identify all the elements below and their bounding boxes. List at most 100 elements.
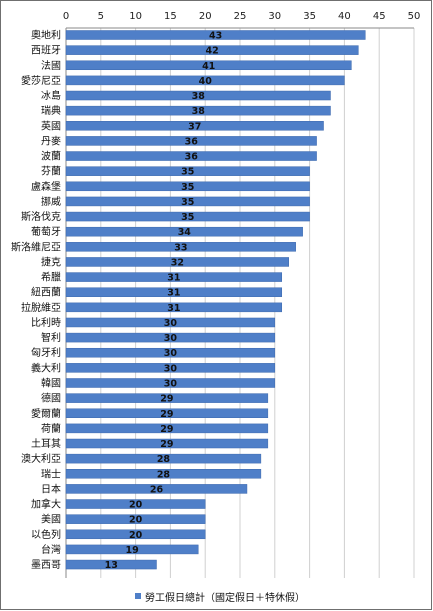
bar <box>65 347 276 358</box>
x-tick-label: 50 <box>408 11 421 22</box>
bar <box>65 136 317 146</box>
category-label: 墨西哥 <box>31 559 61 571</box>
data-label: 26 <box>150 484 164 495</box>
bar <box>65 363 276 373</box>
data-label: 31 <box>167 288 180 299</box>
data-label: 43 <box>209 31 222 42</box>
category-label: 匈牙利 <box>31 346 61 359</box>
data-label: 30 <box>164 378 178 389</box>
bar <box>65 60 352 71</box>
category-label: 瑞典 <box>41 104 61 117</box>
category-label: 加拿大 <box>31 498 61 511</box>
bar <box>65 393 269 403</box>
x-tick-label: 25 <box>234 11 247 22</box>
category-label: 紐西蘭 <box>31 286 61 299</box>
data-label: 37 <box>188 121 201 132</box>
data-label: 30 <box>164 348 178 359</box>
bar <box>65 378 276 388</box>
data-label: 35 <box>181 212 194 223</box>
bar <box>65 544 199 555</box>
category-label: 捷克 <box>41 255 61 268</box>
category-label: 韓國 <box>41 377 61 389</box>
category-label: 德國 <box>41 392 61 405</box>
x-tick-label: 10 <box>129 11 142 22</box>
category-label: 義大利 <box>31 361 61 374</box>
legend-swatch <box>135 593 141 599</box>
category-label: 奧地利 <box>31 29 61 42</box>
data-label: 13 <box>105 560 118 571</box>
data-label: 38 <box>192 106 206 117</box>
bar <box>65 514 206 524</box>
category-label: 波蘭 <box>41 150 61 163</box>
bar <box>65 75 345 86</box>
bar <box>65 529 206 540</box>
x-axis-ticks: 0 5 10 15 20 25 30 35 40 45 50 <box>63 11 421 22</box>
category-label: 以色列 <box>31 528 61 541</box>
category-label: 拉脫維亞 <box>21 301 61 314</box>
bar <box>65 105 331 116</box>
bar <box>65 211 310 222</box>
data-labels: 43 42 41 40 38 38 37 36 36 35 35 35 35 34 33 32 31 31 31 30… <box>105 31 223 572</box>
bar <box>65 151 317 161</box>
category-label: 斯洛維尼亞 <box>11 240 61 253</box>
bar <box>65 121 324 131</box>
bar <box>65 257 289 267</box>
data-label: 31 <box>167 303 180 314</box>
data-label: 40 <box>199 76 213 87</box>
bar <box>65 332 276 343</box>
data-label: 20 <box>129 530 143 541</box>
x-tick-label: 20 <box>199 11 212 22</box>
bar <box>65 438 269 449</box>
data-label: 29 <box>160 409 173 420</box>
category-label: 瑞士 <box>41 467 61 480</box>
x-tick-label: 30 <box>268 11 281 22</box>
category-label: 愛莎尼亞 <box>21 74 61 87</box>
data-label: 36 <box>185 152 199 163</box>
bars <box>65 30 366 570</box>
data-label: 19 <box>126 545 139 556</box>
data-label: 36 <box>185 136 199 147</box>
data-label: 20 <box>129 500 143 511</box>
data-label: 41 <box>202 61 215 72</box>
bar <box>65 287 283 297</box>
data-label: 33 <box>174 242 187 253</box>
data-label: 42 <box>206 46 219 57</box>
data-label: 20 <box>129 515 143 526</box>
category-label: 法國 <box>41 59 61 72</box>
data-label: 34 <box>178 227 192 238</box>
bar <box>65 453 262 464</box>
x-tick-label: 35 <box>303 11 316 22</box>
category-label: 比利時 <box>31 317 61 329</box>
x-tick-label: 5 <box>98 11 104 22</box>
data-label: 30 <box>164 363 178 374</box>
data-label: 31 <box>167 273 180 284</box>
data-label: 38 <box>192 91 206 102</box>
bar <box>65 317 276 328</box>
category-label: 日本 <box>41 482 61 495</box>
category-label: 丹麥 <box>41 134 61 147</box>
category-labels: 奧地利西班牙法國愛莎尼亞冰島瑞典英國丹麥波蘭芬蘭盧森堡挪威斯洛伐克葡萄牙斯洛維尼… <box>11 29 61 572</box>
data-label: 28 <box>157 454 171 465</box>
data-label: 30 <box>164 333 178 344</box>
category-label: 芬蘭 <box>41 165 61 178</box>
bar <box>65 242 296 252</box>
bar <box>65 226 303 237</box>
bar <box>65 45 359 55</box>
category-label: 盧森堡 <box>31 180 61 193</box>
data-label: 35 <box>181 167 194 178</box>
category-label: 冰島 <box>41 89 61 102</box>
bar <box>65 484 248 494</box>
bar <box>65 181 310 192</box>
category-label: 挪威 <box>41 195 61 208</box>
legend-label: 勞工假日總計（國定假日＋特休假） <box>145 592 305 604</box>
category-label: 西班牙 <box>31 45 61 57</box>
bar <box>65 166 310 176</box>
category-label: 澳大利亞 <box>21 452 61 465</box>
bar <box>65 30 366 40</box>
category-label: 智利 <box>41 331 61 344</box>
category-label: 土耳其 <box>31 437 61 450</box>
data-label: 35 <box>181 197 194 208</box>
bar <box>65 469 262 479</box>
bar <box>65 272 283 282</box>
data-label: 28 <box>157 469 171 480</box>
